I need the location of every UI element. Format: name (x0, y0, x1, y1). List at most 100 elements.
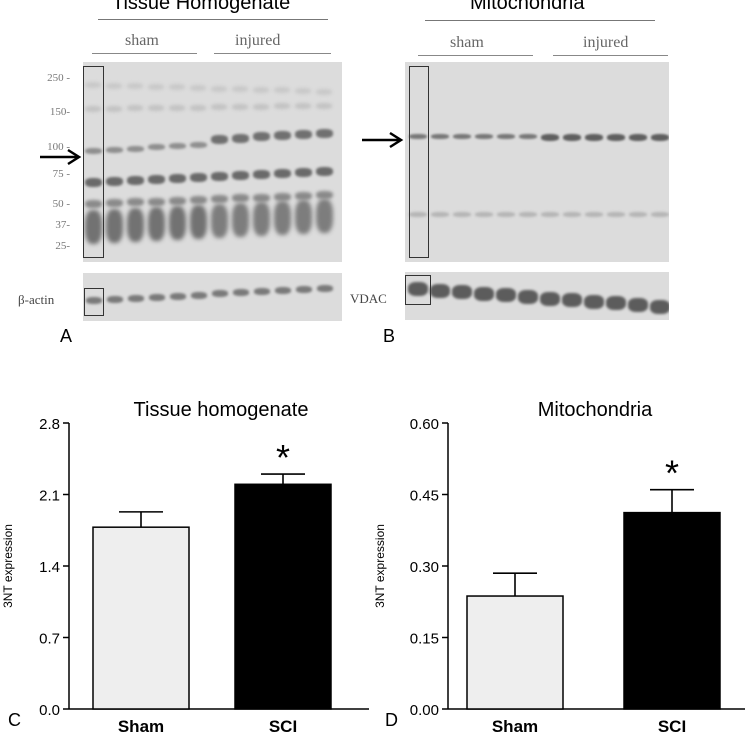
blot-b-membrane (405, 62, 669, 262)
blot-band (475, 134, 493, 139)
blot-band (453, 212, 471, 217)
blot-band (190, 173, 207, 182)
mw-marker-75: 75 - (52, 168, 70, 180)
blot-band (628, 298, 648, 312)
blot-band (430, 283, 450, 298)
blot-band (496, 288, 516, 303)
arrow-icon (40, 148, 82, 166)
blot-band (474, 286, 494, 301)
blot-band (148, 83, 164, 90)
blot-band (650, 299, 669, 314)
blot-a-sham-line (92, 53, 197, 54)
blot-band (295, 200, 312, 234)
bar-sci (234, 483, 332, 710)
blot-a-membrane (83, 62, 342, 262)
blot-band (127, 208, 144, 242)
blot-band (128, 294, 144, 302)
blot-band (497, 134, 515, 139)
blot-band (232, 203, 249, 237)
blot-band (585, 212, 603, 217)
blot-band (127, 176, 144, 185)
blot-band (232, 194, 249, 203)
blot-band (127, 105, 143, 112)
blot-band (212, 290, 228, 298)
blot-band (651, 134, 669, 141)
blot-band (127, 198, 144, 207)
blot-band (148, 144, 165, 151)
blot-band (651, 212, 669, 217)
blot-a-lane-box (83, 66, 104, 258)
panel-letter: D (385, 710, 398, 730)
blot-band (232, 133, 249, 143)
x-tick-label: SCI (269, 717, 297, 736)
blot-band (190, 104, 206, 111)
blot-band (295, 88, 311, 94)
blot-band (169, 206, 186, 240)
blot-band (274, 201, 291, 235)
blot-band (211, 204, 228, 238)
blot-band (541, 212, 559, 217)
blot-band (85, 106, 101, 112)
blot-b-title: Mitochondria (470, 0, 585, 14)
blot-band (585, 134, 603, 141)
blot-band (169, 196, 186, 205)
blot-band (85, 178, 102, 187)
panel-letter: C (8, 710, 21, 730)
arrow-icon (362, 131, 404, 149)
bar-chart-c: Tissue homogenate 3NT expression 0.0 0.7 1.4… (1, 399, 369, 736)
blot-band (408, 282, 428, 296)
blot-band (409, 134, 427, 139)
blot-band (211, 134, 228, 144)
blot-a-title: Tissue Homogenate (112, 0, 291, 14)
blot-band (85, 82, 101, 88)
blot-band (127, 83, 143, 90)
blot-a-loading-lane-box (84, 288, 104, 316)
blot-band (274, 131, 291, 141)
blot-band (519, 212, 537, 217)
panel-letter-a: A (60, 326, 73, 346)
blot-band (190, 196, 207, 204)
blot-band (253, 103, 269, 110)
blot-band (607, 134, 625, 141)
y-tick-label: 0.7 (39, 631, 60, 648)
blot-band (211, 85, 227, 92)
blot-band (316, 167, 333, 176)
blot-band (295, 168, 312, 177)
blot-band (317, 284, 333, 292)
blot-band (148, 207, 165, 241)
blot-band (475, 212, 493, 217)
blot-band (106, 105, 122, 112)
y-tick-label: 0.45 (410, 488, 439, 505)
bar-sham (466, 595, 564, 710)
blot-band (316, 102, 332, 109)
blot-band (606, 296, 626, 311)
mw-marker-25: 25- (55, 240, 70, 252)
blot-band (431, 134, 449, 139)
blot-b-lane-box (409, 66, 429, 258)
loading-control-label-a: β-actin (18, 292, 55, 307)
blot-band (541, 134, 559, 141)
blot-band (232, 103, 248, 110)
blot-band (274, 169, 291, 178)
blot-b-loading-lane-box (405, 275, 431, 305)
mw-marker-100: 100 - (47, 141, 70, 153)
blot-band (169, 104, 185, 111)
blot-band (563, 134, 581, 141)
bar-chart-d: Mitochondria 3NT expression 0.00 0.15 0.30 0.… (375, 399, 745, 736)
blot-band (170, 292, 186, 300)
blot-band (169, 143, 186, 150)
blot-band (169, 174, 186, 183)
blot-band (316, 199, 333, 233)
blot-band (518, 290, 538, 304)
blot-band (295, 130, 312, 139)
blot-band (190, 85, 206, 91)
blot-band (562, 293, 582, 308)
blot-band (211, 195, 228, 204)
blot-band (148, 197, 165, 206)
blot-band (607, 212, 625, 217)
blot-b-sham-line (418, 55, 533, 56)
blot-b-injured-line (553, 55, 668, 56)
blot-band (106, 146, 123, 153)
blot-band (452, 285, 472, 300)
